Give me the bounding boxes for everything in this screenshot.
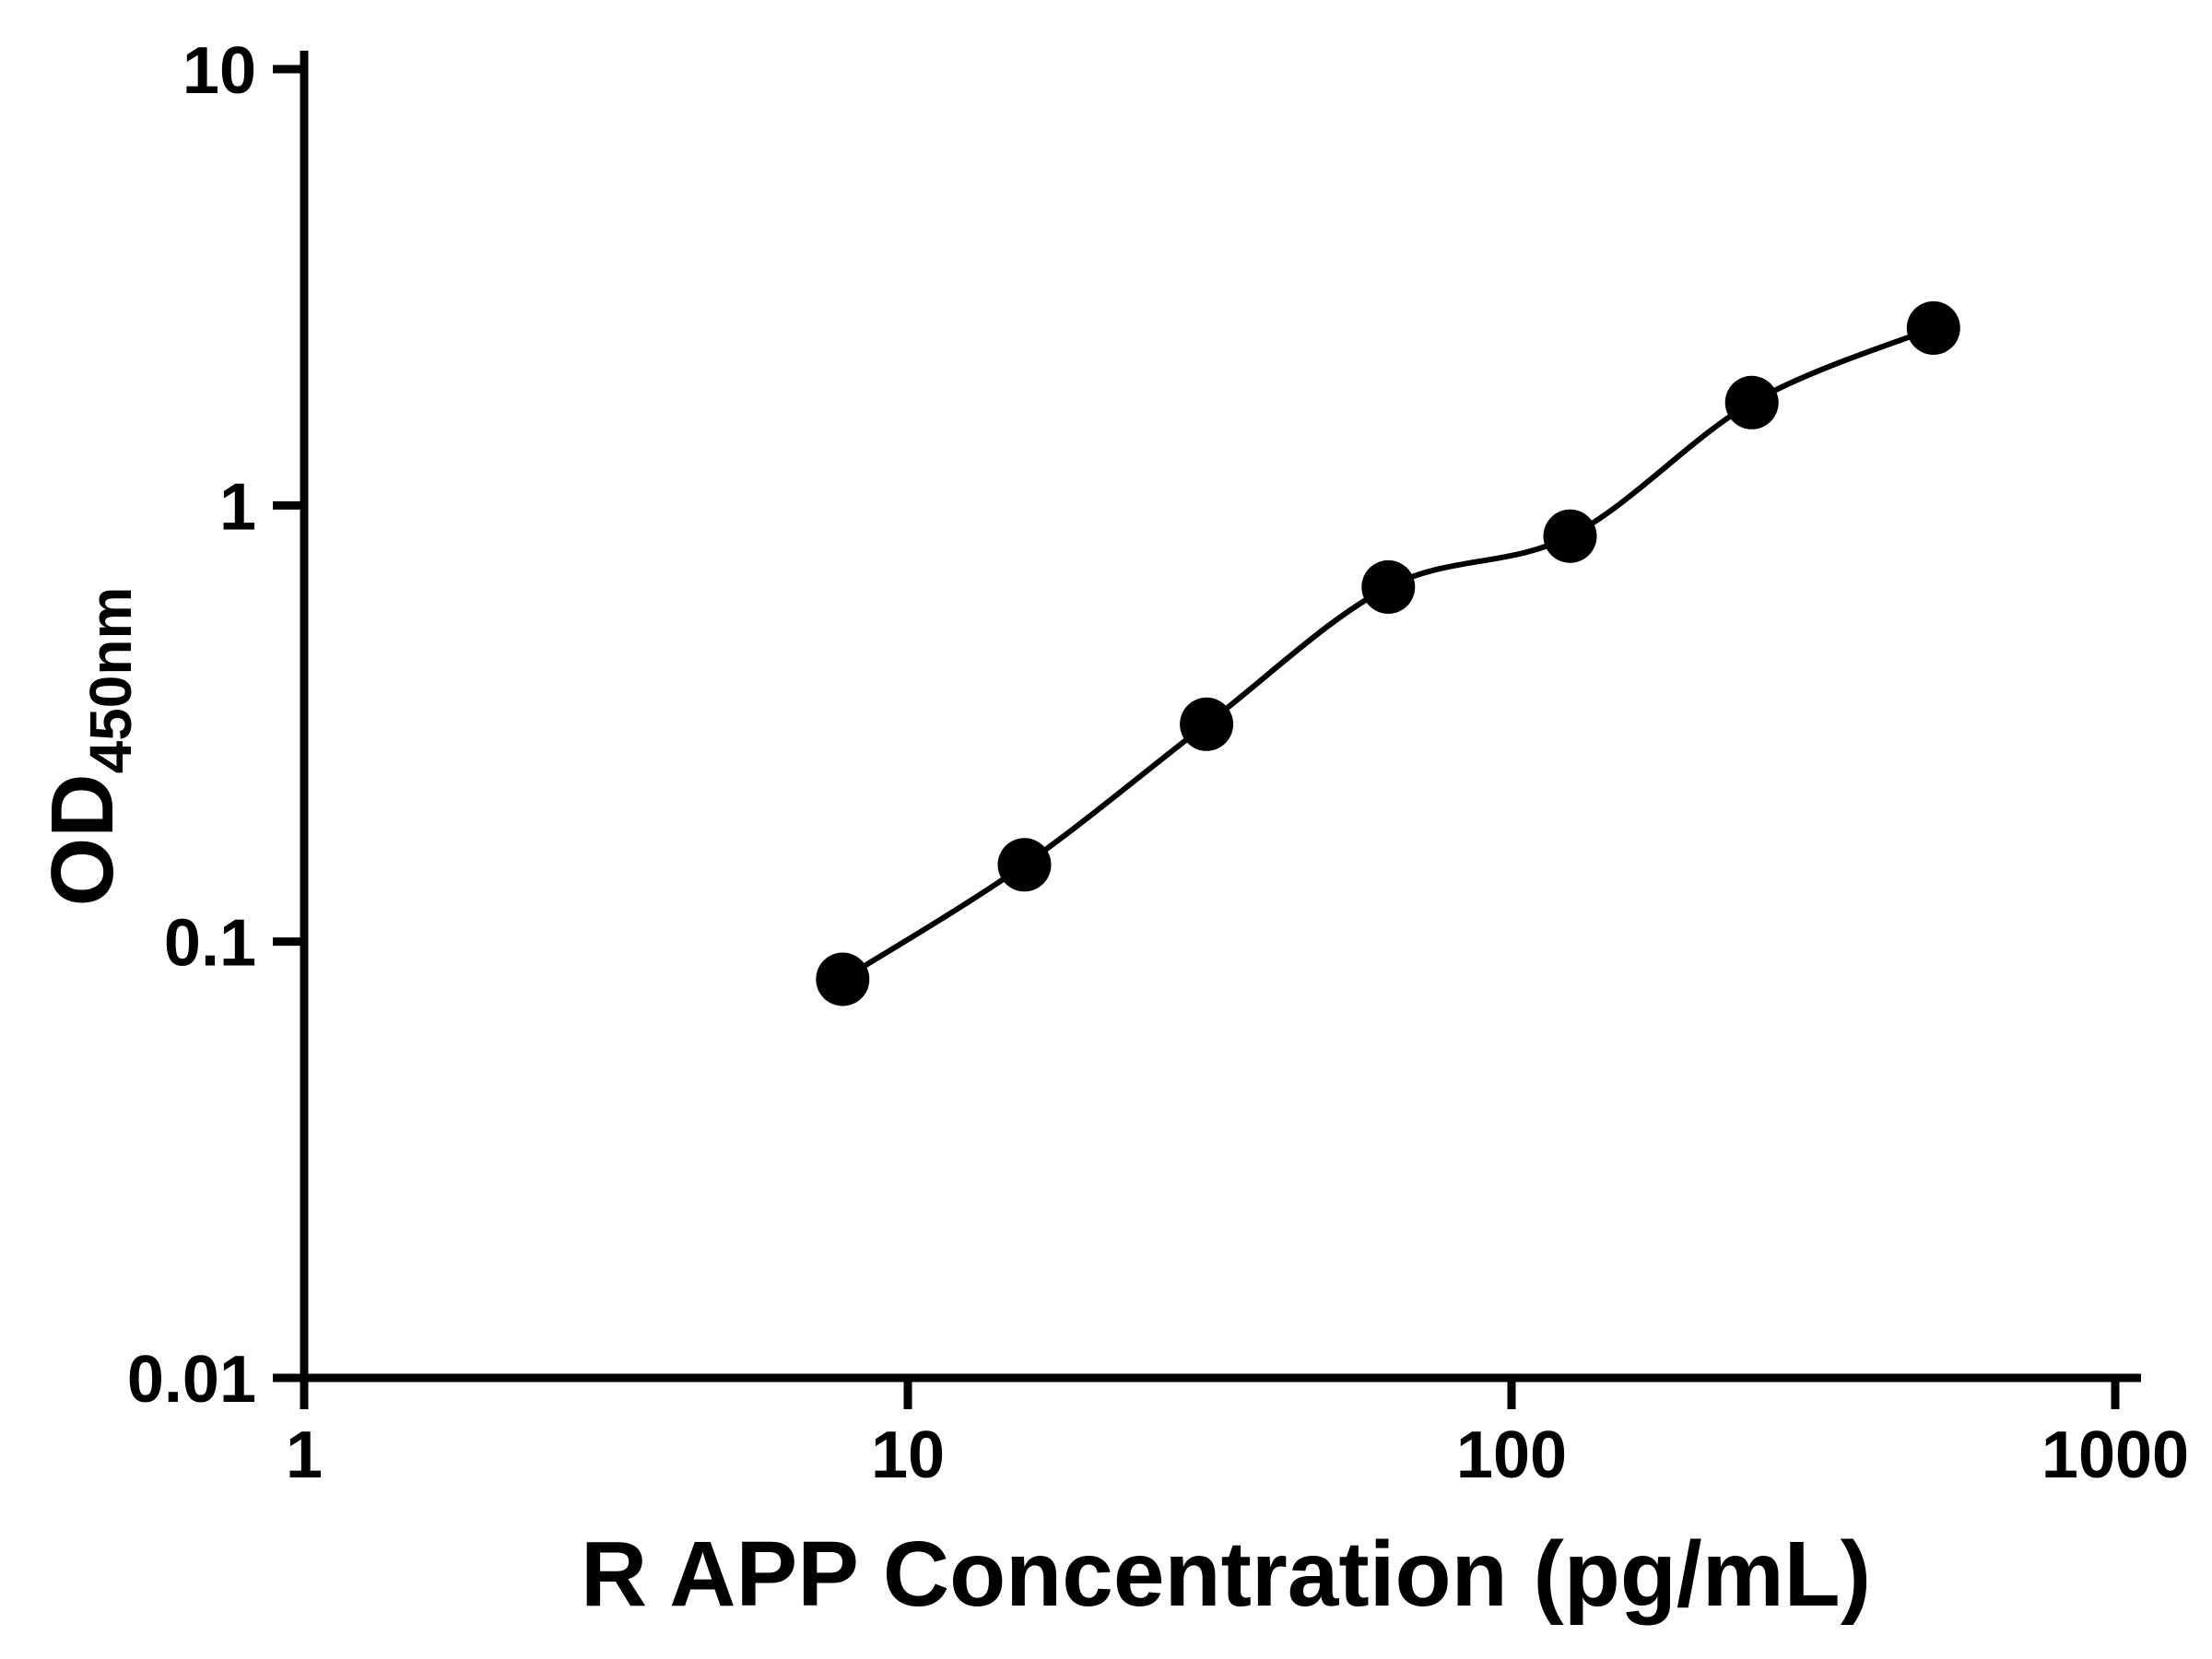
x-tick-label: 100 xyxy=(1456,1418,1567,1492)
x-axis-title: R APP Concentration (pg/mL) xyxy=(581,1523,1871,1626)
data-points xyxy=(816,300,1960,1006)
data-point-marker xyxy=(1724,375,1779,429)
data-point-marker xyxy=(1180,697,1234,751)
x-tick-label: 1 xyxy=(286,1418,323,1492)
x-tick-label: 1000 xyxy=(2041,1418,2189,1492)
data-point-marker xyxy=(1361,559,1416,614)
y-tick-label: 1 xyxy=(219,470,256,544)
data-point-marker xyxy=(997,838,1052,892)
x-tick-label: 10 xyxy=(871,1418,945,1492)
axes: 1 10 100 1000 0.01 0.1 1 10 xyxy=(127,34,2189,1492)
y-axis-title-subscript: 450nm xyxy=(77,587,144,774)
y-tick-label: 0.1 xyxy=(164,907,256,981)
data-point-marker xyxy=(816,952,870,1006)
data-point-marker xyxy=(1543,509,1597,563)
y-tick-label: 0.01 xyxy=(127,1343,256,1417)
y-tick-label: 10 xyxy=(182,34,256,108)
y-axis-title: OD450nm xyxy=(33,587,144,907)
data-point-marker xyxy=(1906,300,1960,355)
y-axis-title-main: OD xyxy=(33,773,132,906)
